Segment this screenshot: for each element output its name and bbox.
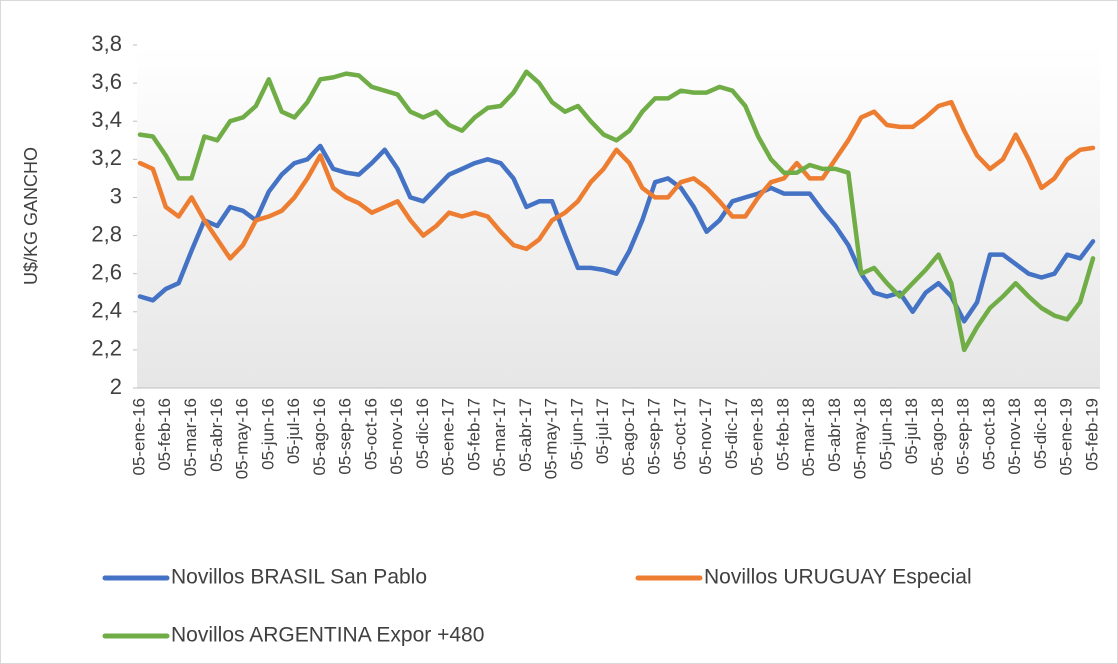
legend-label: Novillos URUGUAY Especial: [704, 566, 972, 589]
x-tick-label: 05-oct-17: [670, 398, 689, 470]
x-tick-label: 05-dic-16: [413, 398, 432, 469]
x-tick-label: 05-sep-17: [645, 398, 664, 475]
x-tick-label: 05-ene-19: [1057, 398, 1076, 476]
x-tick-label: 05-may-16: [233, 398, 252, 479]
x-tick-label: 05-ago-17: [619, 398, 638, 476]
x-tick-label: 05-nov-18: [1005, 398, 1024, 475]
y-axis-label: U$/KG GANCHO: [21, 147, 41, 285]
data-line: [137, 69, 1096, 353]
x-tick-label: 05-oct-18: [979, 398, 998, 470]
x-tick-label: 05-sep-18: [954, 398, 973, 475]
x-tick-label: 05-may-18: [851, 398, 870, 479]
x-tick-label: 05-dic-17: [722, 398, 741, 469]
x-tick-label: 05-ene-16: [129, 398, 148, 476]
x-tick-label: 05-may-17: [542, 398, 561, 479]
y-tick-label: 2,6: [91, 259, 122, 284]
y-tick-label: 2,2: [91, 336, 122, 361]
data-line: [137, 143, 1096, 324]
y-tick-label: 2: [110, 374, 122, 399]
x-tick-label: 05-mar-17: [490, 398, 509, 476]
y-tick-label: 3,6: [91, 69, 122, 94]
x-tick-label: 05-jun-17: [567, 398, 586, 470]
x-tick-label: 05-jul-18: [902, 398, 921, 464]
plot-area: [137, 45, 1100, 388]
x-tick-label: 05-sep-16: [336, 398, 355, 475]
x-tick-label: 05-jun-18: [876, 398, 895, 470]
y-tick-label: 3,8: [91, 31, 122, 56]
x-tick-label: 05-feb-16: [155, 398, 174, 471]
x-tick-label: 05-jul-17: [593, 398, 612, 464]
x-tick-label: 05-jul-16: [284, 398, 303, 464]
x-tick-label: 05-mar-18: [799, 398, 818, 476]
x-tick-label: 05-oct-16: [361, 398, 380, 470]
legend-label: Novillos BRASIL San Pablo: [171, 566, 427, 589]
y-tick-label: 2,8: [91, 221, 122, 246]
x-tick-label: 05-ene-18: [748, 398, 767, 476]
legend-label: Novillos ARGENTINA Expor +480: [171, 624, 484, 647]
x-tick-label: 05-nov-17: [696, 398, 715, 475]
x-tick-label: 05-ago-16: [310, 398, 329, 476]
y-tick-label: 2,4: [91, 298, 122, 323]
x-tick-label: 05-jun-16: [258, 398, 277, 470]
x-tick-label: 05-ago-18: [928, 398, 947, 476]
y-tick-label: 3: [110, 183, 122, 208]
x-tick-label: 05-mar-16: [181, 398, 200, 476]
x-tick-label: 05-abr-18: [825, 398, 844, 472]
y-tick-label: 3,2: [91, 145, 122, 170]
x-tick-label: 05-feb-19: [1082, 398, 1101, 471]
x-tick-label: 05-feb-17: [464, 398, 483, 471]
x-tick-label: 05-abr-17: [516, 398, 535, 472]
x-tick-label: 05-dic-18: [1031, 398, 1050, 469]
x-tick-label: 05-feb-18: [773, 398, 792, 471]
x-tick-label: 05-nov-16: [387, 398, 406, 475]
x-tick-label: 05-ene-17: [439, 398, 458, 476]
data-line: [137, 99, 1096, 261]
x-tick-label: 05-abr-16: [207, 398, 226, 472]
y-tick-label: 3,4: [91, 107, 122, 132]
